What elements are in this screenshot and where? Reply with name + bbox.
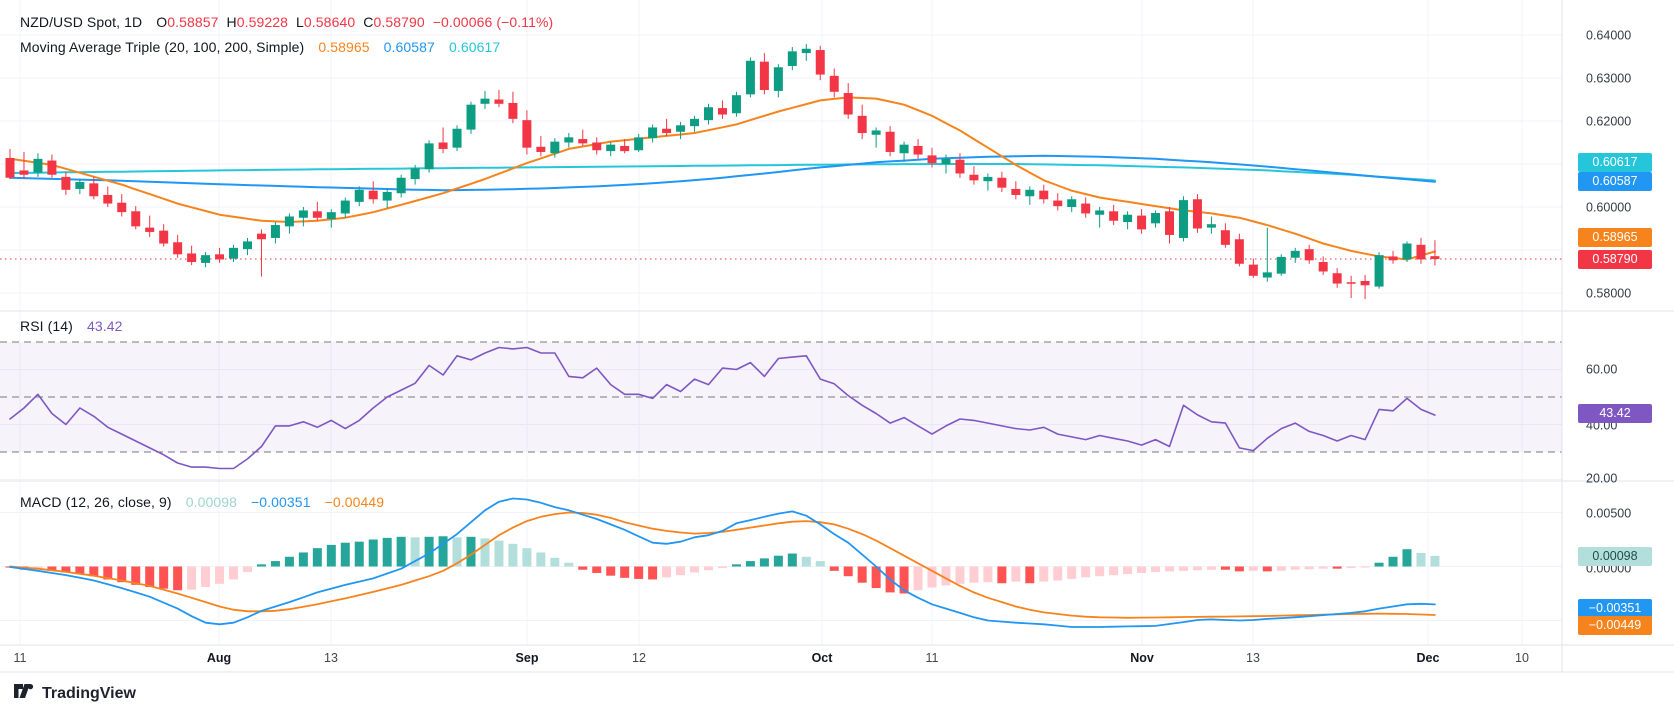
change-value: −0.00066 (−0.11%) [432, 14, 554, 30]
macd-histogram [5, 536, 1440, 594]
ma-legend-label: Moving Average Triple (20, 100, 200, Sim… [20, 39, 305, 55]
badge-signal: −0.00449 [1578, 615, 1652, 635]
sma20-value: 0.58965 [318, 39, 370, 55]
low-value: 0.58640 [303, 14, 356, 30]
low-label: L [296, 14, 304, 30]
svg-text:12: 12 [632, 651, 646, 665]
badge-sma20: 0.58965 [1578, 227, 1652, 247]
high-value: 0.59228 [236, 14, 289, 30]
tradingview-watermark-text: TradingView [42, 684, 136, 702]
svg-text:11: 11 [926, 651, 939, 665]
badge-rsi: 43.42 [1578, 403, 1652, 423]
sma200-line [9, 163, 1436, 182]
price-axis-labels[interactable]: 0.64000 0.63000 0.62000 0.60000 0.58000 60.00… [1586, 29, 1631, 576]
sma100-value: 0.60587 [383, 39, 435, 55]
macd-line [9, 497, 1436, 628]
rsi-band [0, 341, 1562, 453]
macd-hist-value: 0.00098 [185, 494, 237, 510]
badge-sma100: 0.60587 [1578, 171, 1652, 191]
sma100-line [9, 154, 1436, 192]
macd-signal-value: −0.00449 [324, 494, 385, 510]
tradingview-logo-icon [14, 684, 34, 698]
svg-text:0.63000: 0.63000 [1586, 72, 1631, 86]
svg-text:13: 13 [324, 651, 338, 665]
svg-text:10: 10 [1515, 651, 1529, 665]
svg-text:0.62000: 0.62000 [1586, 115, 1631, 129]
svg-text:13: 13 [1246, 651, 1260, 665]
ma-legend-row[interactable]: Moving Average Triple (20, 100, 200, Sim… [20, 39, 500, 55]
time-axis-labels[interactable]: 11 Aug 13 Sep 12 Oct 11 Nov 13 Dec 10 [14, 651, 1529, 665]
macd-line-value: −0.00351 [251, 494, 311, 510]
open-label: O [156, 14, 168, 30]
svg-text:Dec: Dec [1417, 651, 1440, 665]
macd-signal-line [9, 511, 1436, 619]
badge-macd: −0.00351 [1578, 598, 1652, 618]
gridlines [0, 0, 1562, 645]
tradingview-watermark[interactable]: TradingView [14, 684, 136, 703]
rsi-line [9, 346, 1436, 470]
rsi-legend-row[interactable]: RSI (14) 43.42 [20, 318, 122, 334]
badge-hist: 0.00098 [1578, 546, 1652, 566]
macd-legend-row[interactable]: MACD (12, 26, close, 9) 0.00098 −0.00351… [20, 494, 384, 510]
open-value: 0.58857 [167, 14, 219, 30]
svg-text:0.00500: 0.00500 [1586, 507, 1631, 521]
svg-text:0.58000: 0.58000 [1586, 287, 1631, 301]
svg-text:Nov: Nov [1130, 651, 1154, 665]
svg-text:0.64000: 0.64000 [1586, 29, 1631, 43]
close-label: C [363, 14, 374, 30]
rsi-value: 43.42 [86, 318, 123, 334]
badge-sma200: 0.60617 [1578, 152, 1652, 172]
badge-close: 0.58790 [1578, 249, 1652, 269]
symbol-title: NZD/USD Spot, 1D [20, 14, 143, 30]
sma200-value: 0.60617 [448, 39, 501, 55]
svg-text:0.60000: 0.60000 [1586, 201, 1631, 215]
svg-text:Sep: Sep [516, 651, 539, 665]
symbol-legend-row[interactable]: NZD/USD Spot, 1D O0.58857 H0.59228 L0.58… [20, 14, 553, 30]
svg-text:Aug: Aug [207, 651, 231, 665]
close-value: 0.58790 [373, 14, 425, 30]
svg-text:20.00: 20.00 [1586, 472, 1617, 486]
high-label: H [226, 14, 237, 30]
svg-text:Oct: Oct [812, 651, 834, 665]
macd-legend-label: MACD (12, 26, close, 9) [20, 494, 172, 510]
rsi-legend-label: RSI (14) [20, 318, 73, 334]
panel-dividers [0, 0, 1674, 673]
svg-text:60.00: 60.00 [1586, 363, 1617, 377]
svg-text:11: 11 [14, 651, 27, 665]
candlestick-series [5, 44, 1440, 300]
